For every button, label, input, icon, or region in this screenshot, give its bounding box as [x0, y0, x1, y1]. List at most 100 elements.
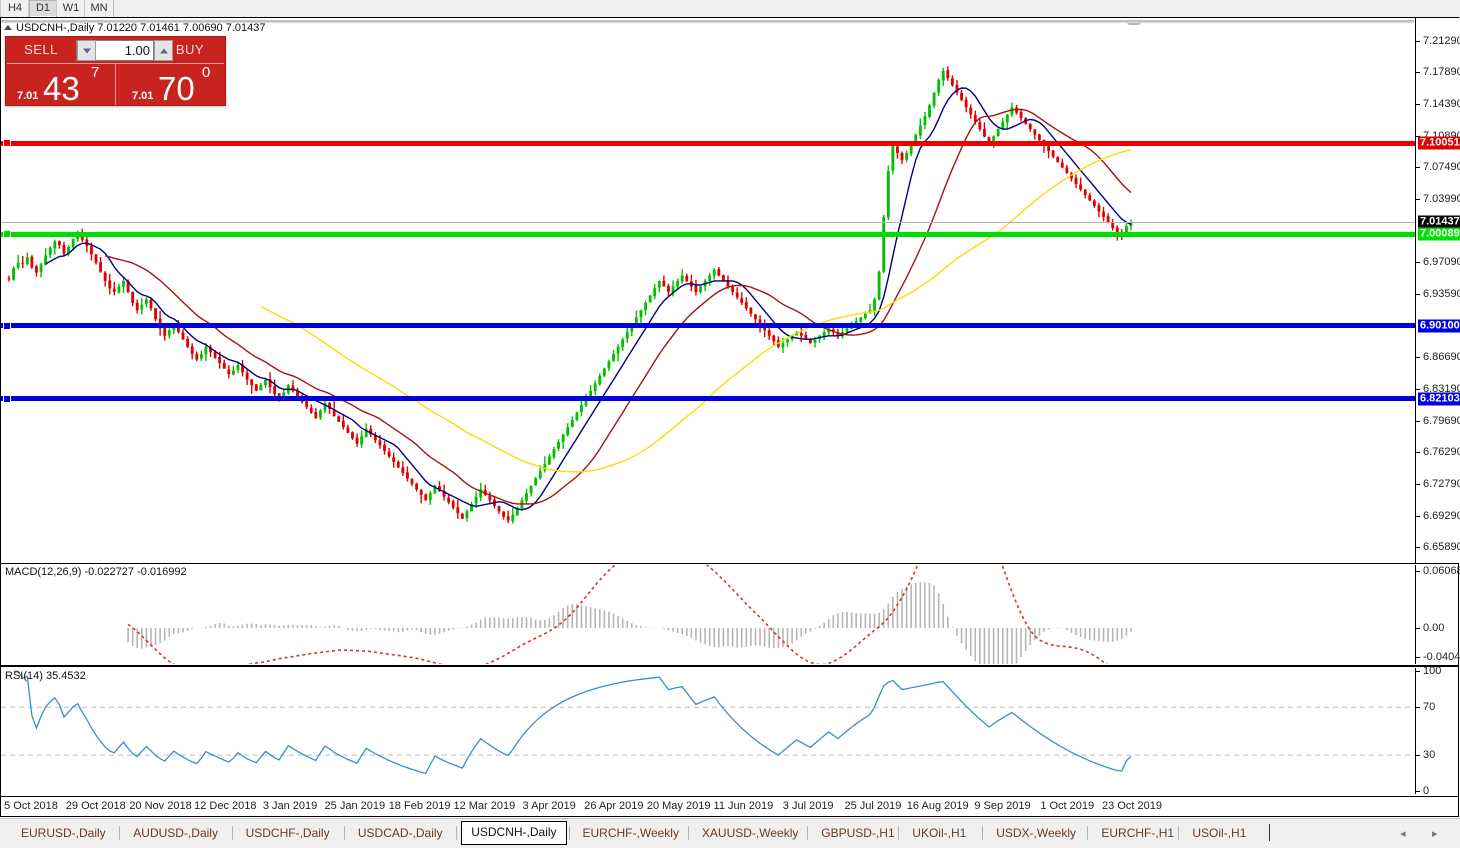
chart-tab-eurchf--h1[interactable]: EURCHF-,H1 — [1101, 826, 1175, 840]
price-tag-blue[interactable]: 6.82103 — [1418, 392, 1460, 406]
price-tag-blue[interactable]: 6.90100 — [1418, 319, 1460, 333]
level-line-current-price-gray[interactable] — [1, 221, 1415, 223]
level-line-support-blue-upper[interactable] — [1, 321, 1415, 330]
price-axis-tick — [1416, 71, 1420, 73]
timeframe-h4[interactable]: H4 — [0, 0, 30, 17]
timeframe-w1-label: W1 — [62, 2, 80, 14]
price-tag-green[interactable]: 7.00089 — [1418, 227, 1460, 241]
sell-button[interactable]: SELL — [24, 42, 58, 57]
price-tag-black[interactable]: 7.01437 — [1418, 215, 1460, 229]
level-line-resistance-red[interactable] — [1, 139, 1415, 148]
price-axis-label: 6.86690 — [1423, 350, 1460, 363]
chart-tab-audusd--daily[interactable]: AUDUSD-,Daily — [133, 826, 218, 840]
level-line-handle[interactable] — [3, 139, 11, 148]
one-click-top-row: SELL BUY — [6, 37, 225, 63]
chart-horizontal-scrollbar[interactable] — [1, 20, 1414, 23]
rsi-axis-tick — [1416, 671, 1420, 673]
rsi-axis-label: 30 — [1423, 749, 1436, 762]
chart-tab-usoil--h1[interactable]: USOil-,H1 — [1192, 826, 1247, 840]
time-axis-label: 1 Oct 2019 — [1040, 800, 1095, 812]
sell-price-display[interactable]: 7.01 43 7 — [7, 63, 116, 107]
chart-tab-gbpusd--h1[interactable]: GBPUSD-,H1 — [821, 826, 895, 840]
time-axis-label: 20 May 2019 — [646, 800, 711, 812]
rsi-panel-frame — [1, 666, 1458, 796]
moving-average-red — [105, 108, 1132, 505]
buy-price-display[interactable]: 7.01 70 0 — [116, 63, 224, 107]
level-line-handle[interactable] — [3, 230, 11, 239]
time-axis-label: 16 Aug 2019 — [906, 800, 969, 812]
price-axis-tick — [1416, 388, 1420, 390]
time-axis[interactable]: 5 Oct 2018 29 Oct 2018 20 Nov 2018 12 Dec 2… — [1, 796, 1458, 816]
chart-tab-eurusd--daily[interactable]: EURUSD-,Daily — [21, 826, 106, 840]
tab-divider — [898, 826, 900, 840]
price-axis-tick — [1416, 166, 1420, 168]
chart-tab-eurchf--weekly[interactable]: EURCHF-,Weekly — [582, 826, 679, 840]
macd-plot[interactable] — [1, 565, 1415, 664]
time-axis-label: 12 Dec 2018 — [194, 800, 257, 812]
time-axis-label: 29 Oct 2018 — [65, 800, 126, 812]
price-tag-red[interactable]: 7.10051 — [1418, 136, 1460, 150]
volume-input[interactable] — [77, 41, 153, 60]
time-axis-label: 3 Jul 2019 — [782, 800, 834, 812]
timeframe-mn[interactable]: MN — [84, 0, 114, 17]
time-axis-label: 23 Oct 2019 — [1102, 800, 1162, 812]
collapse-triangle-icon[interactable] — [4, 25, 12, 31]
rsi-plot[interactable] — [1, 668, 1415, 794]
tab-divider — [687, 826, 689, 840]
tab-divider — [568, 826, 570, 840]
macd-label: MACD(12,26,9) -0.022727 -0.016992 — [5, 566, 187, 578]
symbol-header-text: USDCNH-,Daily 7.01220 7.01461 7.00690 7.… — [16, 22, 266, 34]
tab-scroll-right-icon[interactable]: ▸ — [1432, 828, 1438, 840]
buy-price-big: 70 — [158, 70, 195, 107]
timeframe-h4-label: H4 — [7, 2, 23, 14]
volume-decrement-button[interactable] — [77, 40, 96, 61]
price-axis-label: 7.21290 — [1423, 34, 1460, 47]
time-axis-label: 11 Jun 2019 — [713, 800, 774, 812]
price-chart-plot[interactable] — [1, 25, 1415, 563]
buy-price-quote: 7.01 — [132, 90, 154, 102]
timeframe-mn-label: MN — [90, 2, 108, 14]
tab-divider — [1178, 826, 1180, 840]
price-axis-label: 6.72790 — [1423, 478, 1460, 490]
buy-button[interactable]: BUY — [175, 42, 205, 57]
chart-tab-bar[interactable]: EURUSD-,Daily AUDUSD-,Daily USDCHF-,Daily U… — [0, 818, 1460, 848]
price-axis-label: 6.76290 — [1423, 445, 1460, 458]
price-axis-label: 7.07490 — [1423, 160, 1460, 173]
chart-tab-ukoil--h1[interactable]: UKOil-,H1 — [912, 826, 967, 840]
timeframe-d1[interactable]: D1 — [28, 0, 58, 17]
timeframe-w1[interactable]: W1 — [56, 0, 86, 17]
chart-tab-usdcnh--daily[interactable]: USDCNH-,Daily — [461, 821, 567, 845]
tab-divider — [456, 826, 458, 840]
level-line-support-blue-lower[interactable] — [1, 394, 1415, 403]
level-line-handle[interactable] — [3, 394, 11, 403]
level-line-support-green[interactable] — [1, 230, 1415, 239]
chevron-down-icon — [82, 48, 91, 53]
candlestick-series — [7, 66, 1133, 524]
tab-divider — [807, 826, 809, 840]
rsi-axis-tick — [1416, 791, 1420, 792]
one-click-trading-panel[interactable]: SELL BUY 7.01 43 7 7.01 70 0 — [5, 36, 226, 107]
price-axis-tick — [1416, 293, 1420, 295]
macd-axis-tick — [1416, 571, 1420, 572]
chart-tab-xauusd--weekly[interactable]: XAUUSD-,Weekly — [701, 826, 799, 840]
timeframe-d1-label: D1 — [35, 2, 51, 14]
price-axis-tick — [1416, 103, 1420, 105]
tab-scroll-left-icon[interactable]: ◂ — [1400, 828, 1406, 840]
chart-tab-usdchf--daily[interactable]: USDCHF-,Daily — [245, 826, 330, 840]
buy-price-fraction: 0 — [202, 64, 211, 81]
price-axis-label: 6.79690 — [1423, 414, 1460, 427]
macd-axis-tick — [1416, 657, 1420, 658]
rsi-axis-label: 70 — [1423, 701, 1436, 714]
price-axis-tick — [1416, 40, 1420, 42]
level-line-handle[interactable] — [3, 321, 11, 330]
chart-tab-usdcad--daily[interactable]: USDCAD-,Daily — [357, 826, 443, 840]
macd-axis-label: -0.04043 — [1423, 651, 1460, 663]
macd-axis: 0.060687 0.00 -0.04043 — [1415, 565, 1460, 664]
tab-divider — [1087, 826, 1089, 840]
chart-tab-usdx--weekly[interactable]: USDX-,Weekly — [996, 826, 1076, 840]
macd-axis-tick — [1416, 628, 1420, 629]
volume-increment-button[interactable] — [154, 40, 173, 61]
rsi-axis-label: 0 — [1423, 785, 1430, 797]
rsi-axis-tick — [1416, 707, 1420, 709]
price-axis[interactable]: 7.21290 7.17890 7.14390 7.10890 7.07490 7.039… — [1415, 18, 1460, 563]
